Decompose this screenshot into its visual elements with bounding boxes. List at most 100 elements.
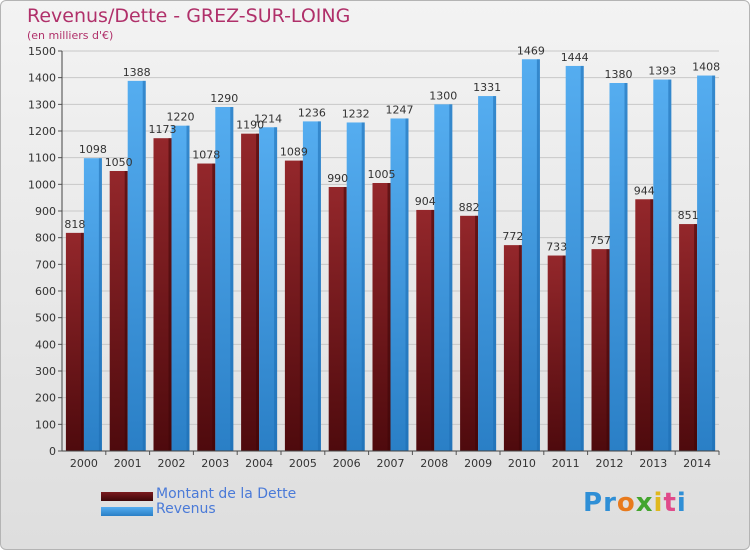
y-tick-label: 100 xyxy=(35,418,56,431)
y-tick-label: 0 xyxy=(49,445,56,458)
bar-revenus xyxy=(346,122,365,451)
bar-shade xyxy=(186,125,190,452)
data-label-revenus: 1388 xyxy=(123,66,151,79)
bar-shade xyxy=(624,83,628,451)
bar-dette xyxy=(503,245,522,451)
bar-shade xyxy=(650,199,654,451)
bar-shade xyxy=(536,59,540,452)
data-label-revenus: 1380 xyxy=(605,68,633,81)
bar-shade xyxy=(431,209,435,451)
bar-shade xyxy=(493,96,497,452)
bar-dette xyxy=(547,255,566,451)
bar-dette xyxy=(679,224,698,451)
data-label-revenus: 1393 xyxy=(648,65,676,78)
bar-shade xyxy=(606,249,610,451)
x-tick-label: 2003 xyxy=(201,457,229,470)
bar-shade xyxy=(712,75,716,452)
logo-letter: i xyxy=(653,488,664,518)
data-label-revenus: 1290 xyxy=(210,92,238,105)
bar-shade xyxy=(361,122,365,451)
y-tick-label: 400 xyxy=(35,338,56,351)
bar-revenus xyxy=(434,104,453,451)
y-tick-label: 200 xyxy=(35,392,56,405)
legend-label-revenus: Revenus xyxy=(156,501,216,517)
y-tick-label: 1000 xyxy=(28,178,56,191)
x-tick-label: 2006 xyxy=(333,457,361,470)
data-label-dette: 851 xyxy=(678,209,699,222)
data-label-dette: 757 xyxy=(590,234,611,247)
x-tick-label: 2013 xyxy=(639,457,667,470)
y-tick-label: 1200 xyxy=(28,125,56,138)
bar-shade xyxy=(562,255,566,451)
data-label-revenus: 1236 xyxy=(298,106,326,119)
bar-dette xyxy=(591,249,610,451)
bar-shade xyxy=(98,158,102,451)
x-tick-label: 2005 xyxy=(289,457,317,470)
logo-letter: P xyxy=(583,488,604,518)
bar-revenus xyxy=(215,107,234,451)
bar-shade xyxy=(299,160,303,451)
bar-revenus xyxy=(697,75,716,452)
data-label-dette: 1005 xyxy=(368,168,396,181)
data-label-dette: 818 xyxy=(64,218,85,231)
data-label-revenus: 1232 xyxy=(342,107,370,120)
x-tick-label: 2009 xyxy=(464,457,492,470)
y-tick-label: 600 xyxy=(35,285,56,298)
y-tick-label: 700 xyxy=(35,258,56,271)
bar-dette xyxy=(65,232,84,451)
chart-title: Revenus/Dette - GREZ-SUR-LOING xyxy=(27,5,351,27)
bar-shade xyxy=(230,107,234,451)
axes xyxy=(61,51,719,452)
bar-shade xyxy=(475,215,479,451)
data-label-revenus: 1331 xyxy=(473,81,501,94)
legend-swatch-dette xyxy=(101,492,153,501)
bar-dette xyxy=(153,138,172,451)
logo-letter: r xyxy=(603,488,617,518)
data-label-dette: 904 xyxy=(415,195,436,208)
data-label-dette: 882 xyxy=(459,201,480,214)
x-tick-label: 2000 xyxy=(70,457,98,470)
bar-shade xyxy=(124,171,128,451)
data-label-revenus: 1469 xyxy=(517,44,545,57)
bar-shade xyxy=(668,79,672,452)
data-label-revenus: 1408 xyxy=(692,61,720,74)
x-axis-ticks: 2000 2001 2002 2003 2004 2005 2006 2007 2008 2009… xyxy=(70,451,720,470)
bar-shade xyxy=(80,232,84,451)
data-label-dette: 1089 xyxy=(280,146,308,159)
y-axis-ticks: 0 100 200 300 400 500 600 700 800 900 1000 1100 1200… xyxy=(28,45,62,458)
y-tick-label: 500 xyxy=(35,312,56,325)
x-tick-label: 2014 xyxy=(683,457,711,470)
bar-revenus xyxy=(127,80,146,451)
logo-letter: o xyxy=(616,488,636,518)
bar-revenus xyxy=(565,65,584,451)
data-label-dette: 944 xyxy=(634,184,655,197)
bar-dette xyxy=(416,209,435,451)
logo-letter: i xyxy=(676,488,687,518)
bar-shade xyxy=(405,118,409,451)
bar-shade xyxy=(142,80,146,451)
bar-dette xyxy=(328,187,347,451)
x-tick-label: 2001 xyxy=(114,457,142,470)
bar-revenus xyxy=(653,79,672,452)
proxiti-logo: Proxiti xyxy=(583,488,687,518)
bar-revenus xyxy=(171,125,190,452)
bar-dette xyxy=(197,163,216,452)
y-tick-label: 1500 xyxy=(28,45,56,58)
bar-shade xyxy=(343,187,347,451)
bar-revenus xyxy=(302,121,321,452)
data-label-dette: 1190 xyxy=(236,119,264,132)
x-tick-label: 2010 xyxy=(508,457,536,470)
data-label-revenus: 1098 xyxy=(79,143,107,156)
logo-letter: x xyxy=(635,488,654,518)
bar-dette xyxy=(284,160,303,451)
data-label-revenus: 1247 xyxy=(386,103,414,116)
data-label-dette: 1078 xyxy=(192,149,220,162)
bar-shade xyxy=(518,245,522,451)
bar-shade xyxy=(256,133,260,451)
bar-shade xyxy=(274,127,278,452)
data-label-dette: 1173 xyxy=(149,123,177,136)
y-tick-label: 300 xyxy=(35,365,56,378)
